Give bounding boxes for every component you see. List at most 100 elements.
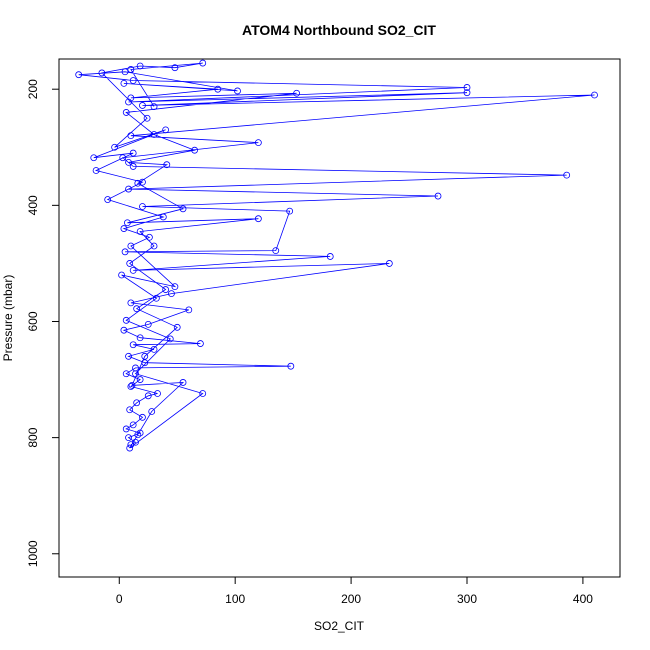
data-point xyxy=(179,379,187,386)
data-point xyxy=(143,114,151,122)
data-point xyxy=(326,253,334,260)
data-point xyxy=(150,242,158,250)
x-tick-label: 300 xyxy=(457,592,477,606)
data-point xyxy=(171,283,179,291)
data-point xyxy=(127,66,135,73)
data-point xyxy=(171,64,179,72)
data-point xyxy=(136,429,144,437)
chart-title: ATOM4 Northbound SO2_CIT xyxy=(242,22,436,38)
data-point xyxy=(98,69,106,77)
data-point xyxy=(125,434,132,442)
data-point xyxy=(125,185,132,193)
y-tick-label: 800 xyxy=(26,427,40,447)
data-point xyxy=(120,326,128,334)
data-point xyxy=(126,260,134,267)
data-point xyxy=(234,87,241,95)
data-point xyxy=(118,271,125,279)
data-point xyxy=(129,149,137,157)
data-point xyxy=(144,320,152,328)
data-point xyxy=(159,213,167,221)
data-point xyxy=(125,352,132,360)
data-point xyxy=(136,334,144,342)
data-point xyxy=(129,341,137,349)
series-line xyxy=(78,62,595,449)
data-point xyxy=(120,225,128,232)
data-point xyxy=(129,77,137,84)
data-point xyxy=(133,305,141,313)
data-point xyxy=(148,408,156,415)
data-point xyxy=(168,290,175,298)
data-point xyxy=(104,196,112,203)
data-point xyxy=(125,98,132,106)
x-axis-label: SO2_CIT xyxy=(314,619,365,633)
data-point xyxy=(127,383,135,390)
data-point xyxy=(134,431,142,439)
data-point xyxy=(197,340,204,347)
data-point xyxy=(127,299,135,307)
data-point xyxy=(286,207,294,215)
data-point xyxy=(146,233,153,241)
data-point xyxy=(185,306,193,314)
data-point xyxy=(191,146,199,154)
data-point xyxy=(122,316,130,324)
data-point xyxy=(144,392,152,400)
series-layer xyxy=(75,59,598,452)
data-point xyxy=(173,323,181,331)
y-tick-label: 200 xyxy=(26,79,40,99)
data-point xyxy=(214,85,222,93)
plot-area xyxy=(75,59,598,452)
data-point xyxy=(133,399,141,407)
data-point xyxy=(141,352,149,360)
x-tick-label: 0 xyxy=(116,592,123,606)
data-point xyxy=(162,286,170,293)
data-point xyxy=(126,406,134,414)
data-point xyxy=(162,126,170,134)
data-point xyxy=(121,68,129,76)
data-point xyxy=(119,154,127,162)
data-point xyxy=(254,215,262,223)
data-point xyxy=(132,370,139,378)
x-tick-label: 400 xyxy=(573,592,593,606)
x-tick-label: 200 xyxy=(341,592,361,606)
data-point xyxy=(463,84,471,91)
data-point xyxy=(127,242,135,250)
data-point xyxy=(163,161,171,169)
y-tick-label: 1000 xyxy=(26,540,40,567)
data-point xyxy=(154,390,161,397)
data-point xyxy=(125,158,132,166)
data-point xyxy=(139,203,146,210)
data-point xyxy=(287,362,295,370)
data-point xyxy=(166,335,174,343)
data-point xyxy=(463,89,471,97)
data-point xyxy=(293,89,301,97)
data-point xyxy=(591,91,598,99)
y-tick-label: 600 xyxy=(26,311,40,331)
data-point xyxy=(136,62,144,70)
data-point xyxy=(127,132,135,140)
data-point xyxy=(111,143,119,151)
data-point xyxy=(132,438,139,446)
data-point xyxy=(150,103,158,111)
y-axis-label: Pressure (mbar) xyxy=(1,275,15,362)
data-point xyxy=(136,228,144,235)
data-point xyxy=(563,171,571,179)
data-point xyxy=(254,139,262,147)
data-point xyxy=(434,192,442,200)
data-point xyxy=(272,247,280,255)
data-point xyxy=(121,248,129,256)
data-point xyxy=(127,94,135,102)
data-point xyxy=(75,71,83,79)
data-point xyxy=(150,131,158,138)
data-point xyxy=(122,425,130,433)
data-point xyxy=(179,205,187,213)
data-point xyxy=(199,390,207,397)
data-point xyxy=(136,376,144,383)
data-point xyxy=(150,345,158,353)
data-point xyxy=(126,444,134,452)
y-tick-label: 400 xyxy=(26,195,40,215)
data-point xyxy=(129,163,137,170)
data-point xyxy=(129,266,137,274)
data-point xyxy=(134,179,142,187)
